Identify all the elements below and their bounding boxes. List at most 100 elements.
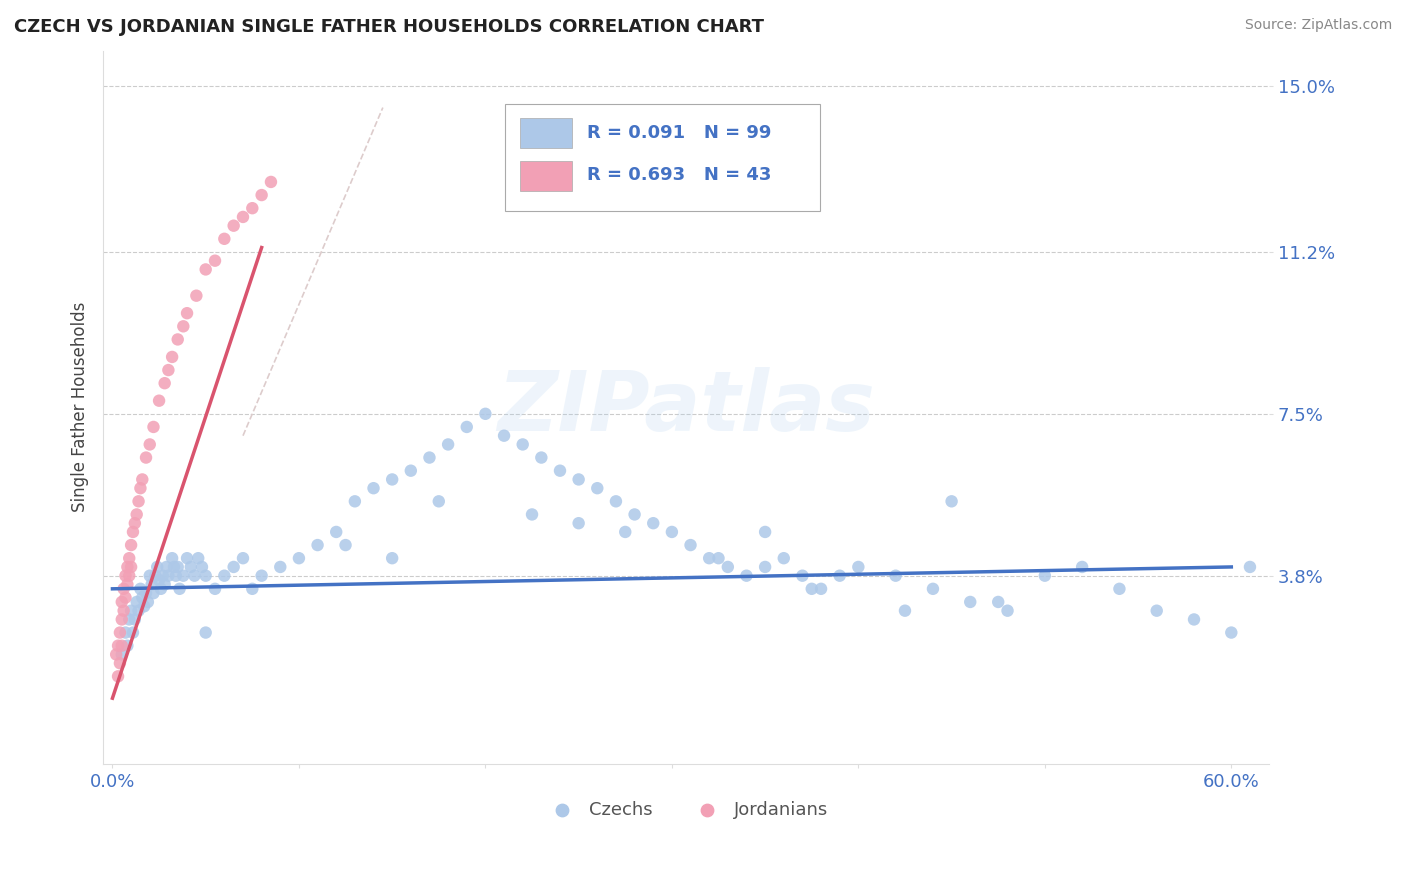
Point xyxy=(614,524,637,539)
Point xyxy=(194,625,217,640)
Point xyxy=(792,568,814,582)
Point xyxy=(160,551,183,566)
Point xyxy=(186,288,208,302)
Point xyxy=(623,508,645,522)
Point xyxy=(1239,560,1261,574)
Point xyxy=(157,568,180,582)
Point xyxy=(520,508,543,522)
Point xyxy=(643,516,665,531)
Point xyxy=(153,577,176,591)
Point xyxy=(111,595,134,609)
Point xyxy=(204,582,226,596)
Point xyxy=(124,612,146,626)
Point xyxy=(810,582,832,596)
Point xyxy=(548,464,571,478)
Point xyxy=(679,538,702,552)
FancyBboxPatch shape xyxy=(505,104,820,211)
Point xyxy=(194,568,217,582)
Point xyxy=(160,350,183,364)
Point xyxy=(114,625,136,640)
Point xyxy=(176,306,198,320)
Point xyxy=(163,560,186,574)
Point xyxy=(269,560,291,574)
Point xyxy=(959,595,981,609)
Text: CZECH VS JORDANIAN SINGLE FATHER HOUSEHOLDS CORRELATION CHART: CZECH VS JORDANIAN SINGLE FATHER HOUSEHO… xyxy=(14,18,763,36)
Point xyxy=(772,551,794,566)
Point xyxy=(111,612,134,626)
Point xyxy=(152,568,174,582)
Point xyxy=(605,494,627,508)
Point xyxy=(155,560,177,574)
Y-axis label: Single Father Households: Single Father Households xyxy=(72,302,89,512)
Point xyxy=(166,333,188,347)
Point xyxy=(214,232,236,246)
Point xyxy=(124,516,146,531)
Point xyxy=(1146,604,1168,618)
Text: R = 0.693   N = 43: R = 0.693 N = 43 xyxy=(586,167,770,185)
FancyBboxPatch shape xyxy=(520,161,572,191)
Text: R = 0.091   N = 99: R = 0.091 N = 99 xyxy=(586,124,770,142)
Point xyxy=(800,582,823,596)
Point xyxy=(131,472,153,486)
Point xyxy=(183,568,205,582)
Point xyxy=(120,538,142,552)
Point xyxy=(187,551,209,566)
Point xyxy=(136,595,159,609)
Point xyxy=(194,262,217,277)
Point xyxy=(111,639,134,653)
Point xyxy=(143,568,166,582)
Point xyxy=(135,586,157,600)
Point xyxy=(108,625,131,640)
Point xyxy=(142,420,165,434)
Point xyxy=(129,481,152,495)
Point xyxy=(1033,568,1056,582)
Point xyxy=(307,538,329,552)
Point xyxy=(427,494,450,508)
Point xyxy=(335,538,357,552)
Point xyxy=(129,582,152,596)
Point xyxy=(381,551,404,566)
Point xyxy=(118,551,141,566)
Point xyxy=(214,568,236,582)
Point xyxy=(1182,612,1205,626)
Point xyxy=(153,376,176,391)
Point xyxy=(122,625,145,640)
Point xyxy=(172,319,194,334)
Point xyxy=(166,560,188,574)
Point xyxy=(112,582,135,596)
Point xyxy=(530,450,553,465)
Point xyxy=(363,481,385,495)
Point xyxy=(146,560,169,574)
Point xyxy=(884,568,907,582)
Point xyxy=(172,568,194,582)
Point xyxy=(134,599,156,614)
Point xyxy=(381,472,404,486)
Point xyxy=(118,612,141,626)
Point xyxy=(125,508,148,522)
Point xyxy=(117,639,139,653)
Point xyxy=(157,363,180,377)
Point xyxy=(232,551,254,566)
Point xyxy=(494,428,516,442)
Point xyxy=(456,420,478,434)
Point xyxy=(139,437,162,451)
Point xyxy=(117,577,139,591)
Point xyxy=(149,582,172,596)
Point xyxy=(111,648,134,662)
Point xyxy=(148,573,170,587)
Point xyxy=(222,560,245,574)
Point xyxy=(474,407,496,421)
Point xyxy=(828,568,851,582)
Point xyxy=(114,568,136,582)
Point xyxy=(512,437,534,451)
Point xyxy=(122,524,145,539)
Point xyxy=(180,560,202,574)
Point xyxy=(1220,625,1243,640)
Text: Source: ZipAtlas.com: Source: ZipAtlas.com xyxy=(1244,18,1392,32)
Text: ZIPatlas: ZIPatlas xyxy=(496,367,875,448)
Point xyxy=(169,582,191,596)
FancyBboxPatch shape xyxy=(520,119,572,148)
Point xyxy=(250,568,273,582)
Point xyxy=(735,568,758,582)
Point xyxy=(176,551,198,566)
